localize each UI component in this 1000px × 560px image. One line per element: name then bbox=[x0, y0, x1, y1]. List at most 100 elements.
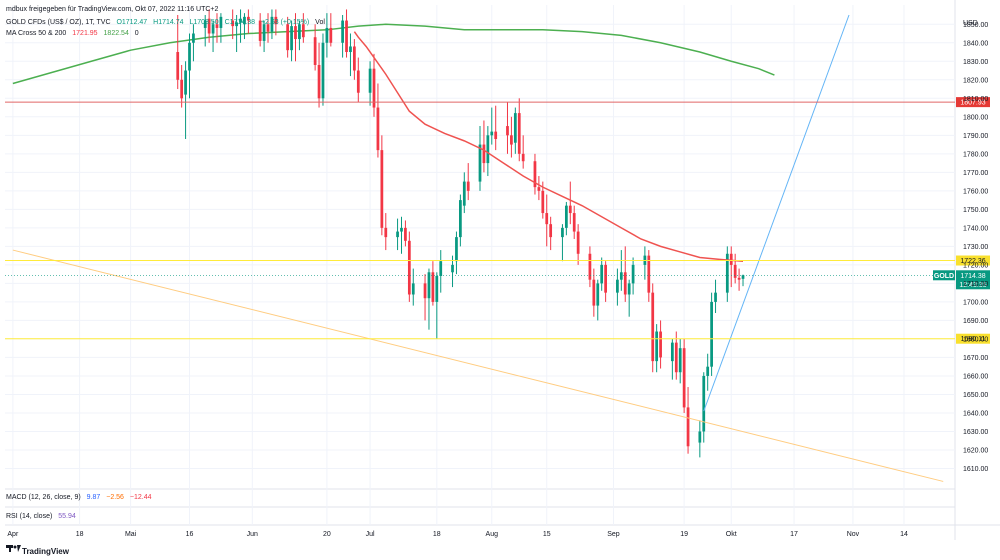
ma-slow-value: 1822.54 bbox=[103, 30, 129, 37]
x-tick-label: Sep bbox=[607, 531, 620, 538]
candle-body bbox=[506, 126, 509, 136]
x-tick-label: Okt bbox=[726, 531, 737, 538]
y-tick-label: 1730.00 bbox=[963, 244, 988, 251]
candle-down bbox=[686, 387, 690, 454]
y-tick-label: 1610.00 bbox=[963, 466, 988, 473]
last-price-label-bg bbox=[956, 270, 990, 290]
y-tick-label: 1830.00 bbox=[963, 59, 988, 66]
attribution-text: mdbux freigegeben für TradingView.com, O… bbox=[6, 6, 219, 13]
y-tick-label: 1630.00 bbox=[963, 429, 988, 436]
candle-body bbox=[219, 16, 223, 28]
candle-body bbox=[706, 366, 710, 376]
candle-down bbox=[180, 64, 184, 108]
candle-up bbox=[219, 13, 223, 43]
candle-body bbox=[192, 33, 195, 43]
y-tick-label: 1770.00 bbox=[963, 170, 988, 177]
tradingview-logo-text: TradingView bbox=[22, 547, 69, 556]
candle-body bbox=[729, 253, 733, 265]
candle-up bbox=[513, 107, 517, 154]
candle-body bbox=[482, 144, 486, 164]
ma-label: MA Cross 50 & 200 bbox=[6, 30, 67, 37]
candle-body bbox=[521, 153, 525, 162]
candle-up bbox=[616, 268, 619, 306]
trendline bbox=[12, 249, 944, 482]
candle-body bbox=[737, 277, 741, 280]
candle-down bbox=[533, 153, 537, 195]
candle-body bbox=[568, 205, 572, 214]
candle-body bbox=[486, 135, 490, 164]
ma-legend[interactable]: MA Cross 50 & 200 1721.95 1822.54 0 bbox=[6, 29, 143, 38]
candle-down bbox=[286, 16, 290, 58]
trendline bbox=[703, 14, 850, 412]
candle-up bbox=[235, 15, 238, 53]
x-tick-label: Mai bbox=[125, 531, 137, 538]
candle-body bbox=[345, 20, 348, 53]
candle-down bbox=[380, 135, 384, 236]
candle-body bbox=[313, 37, 317, 65]
candle-body bbox=[423, 283, 427, 299]
candle-body bbox=[733, 264, 737, 278]
candle-up bbox=[411, 268, 415, 306]
candle-up bbox=[486, 126, 490, 177]
candle-body bbox=[682, 348, 686, 408]
candle-down bbox=[651, 283, 655, 373]
candle-up bbox=[239, 9, 242, 43]
candle-body bbox=[549, 224, 553, 238]
candle-body bbox=[702, 375, 706, 432]
candle-down bbox=[431, 261, 435, 306]
y-tick-label: 1810.00 bbox=[963, 96, 988, 103]
candle-body bbox=[725, 253, 729, 293]
candle-up bbox=[439, 250, 443, 293]
candle-body bbox=[368, 68, 372, 93]
candle-down bbox=[510, 116, 513, 158]
macd-label: MACD (12, 26, close, 9) bbox=[6, 494, 81, 501]
candle-up bbox=[490, 107, 494, 145]
candle-down bbox=[466, 163, 470, 201]
ma200-line bbox=[12, 23, 775, 85]
hline-label: 1807.93 bbox=[960, 100, 985, 107]
y-tick-label: 1670.00 bbox=[963, 355, 988, 362]
candle-body bbox=[458, 200, 462, 238]
candle-body bbox=[596, 283, 600, 306]
ma50-line bbox=[353, 31, 744, 263]
candle-body bbox=[561, 227, 564, 238]
candle-body bbox=[627, 283, 631, 295]
candle-body bbox=[376, 107, 380, 151]
candle-body bbox=[349, 46, 352, 53]
candle-body bbox=[215, 24, 219, 28]
candle-down bbox=[384, 213, 388, 251]
candle-up bbox=[192, 24, 195, 62]
rsi-legend[interactable]: RSI (14, close) 55.94 bbox=[6, 512, 80, 521]
candle-down bbox=[266, 13, 270, 43]
ohlc-low: L1708.50 bbox=[189, 19, 219, 26]
y-tick-label: 1680.00 bbox=[963, 336, 988, 343]
symbol-label[interactable]: GOLD CFDs (US$ / OZ), 1T, TVC bbox=[6, 19, 111, 26]
candle-body bbox=[513, 113, 517, 143]
candle-down bbox=[549, 216, 553, 251]
candle-down bbox=[274, 9, 278, 36]
candle-body bbox=[372, 68, 376, 108]
candle-body bbox=[427, 272, 431, 299]
candle-body bbox=[321, 42, 325, 99]
candle-body bbox=[537, 187, 541, 191]
candle-up bbox=[698, 420, 702, 458]
macd-value: 9.87 bbox=[86, 494, 101, 501]
candle-body bbox=[604, 264, 607, 293]
candle-down bbox=[176, 15, 180, 90]
candle-down bbox=[404, 220, 407, 247]
candle-body bbox=[270, 16, 274, 32]
candle-body bbox=[517, 113, 521, 154]
candle-up bbox=[455, 231, 458, 275]
candle-body bbox=[451, 264, 454, 273]
macd-legend[interactable]: MACD (12, 26, close, 9) 9.87 −2.56 −12.4… bbox=[6, 493, 156, 502]
candle-body bbox=[564, 205, 568, 228]
candle-body bbox=[384, 227, 388, 238]
candle-down bbox=[623, 246, 627, 302]
candle-down bbox=[737, 268, 741, 291]
candle-down bbox=[506, 101, 509, 154]
candle-down bbox=[231, 9, 235, 40]
price-axis: 1610.00 1620.00 1630.00 1640.00 1650.00 1660.… bbox=[963, 20, 988, 473]
candle-up bbox=[741, 274, 745, 287]
candle-body bbox=[407, 240, 411, 295]
